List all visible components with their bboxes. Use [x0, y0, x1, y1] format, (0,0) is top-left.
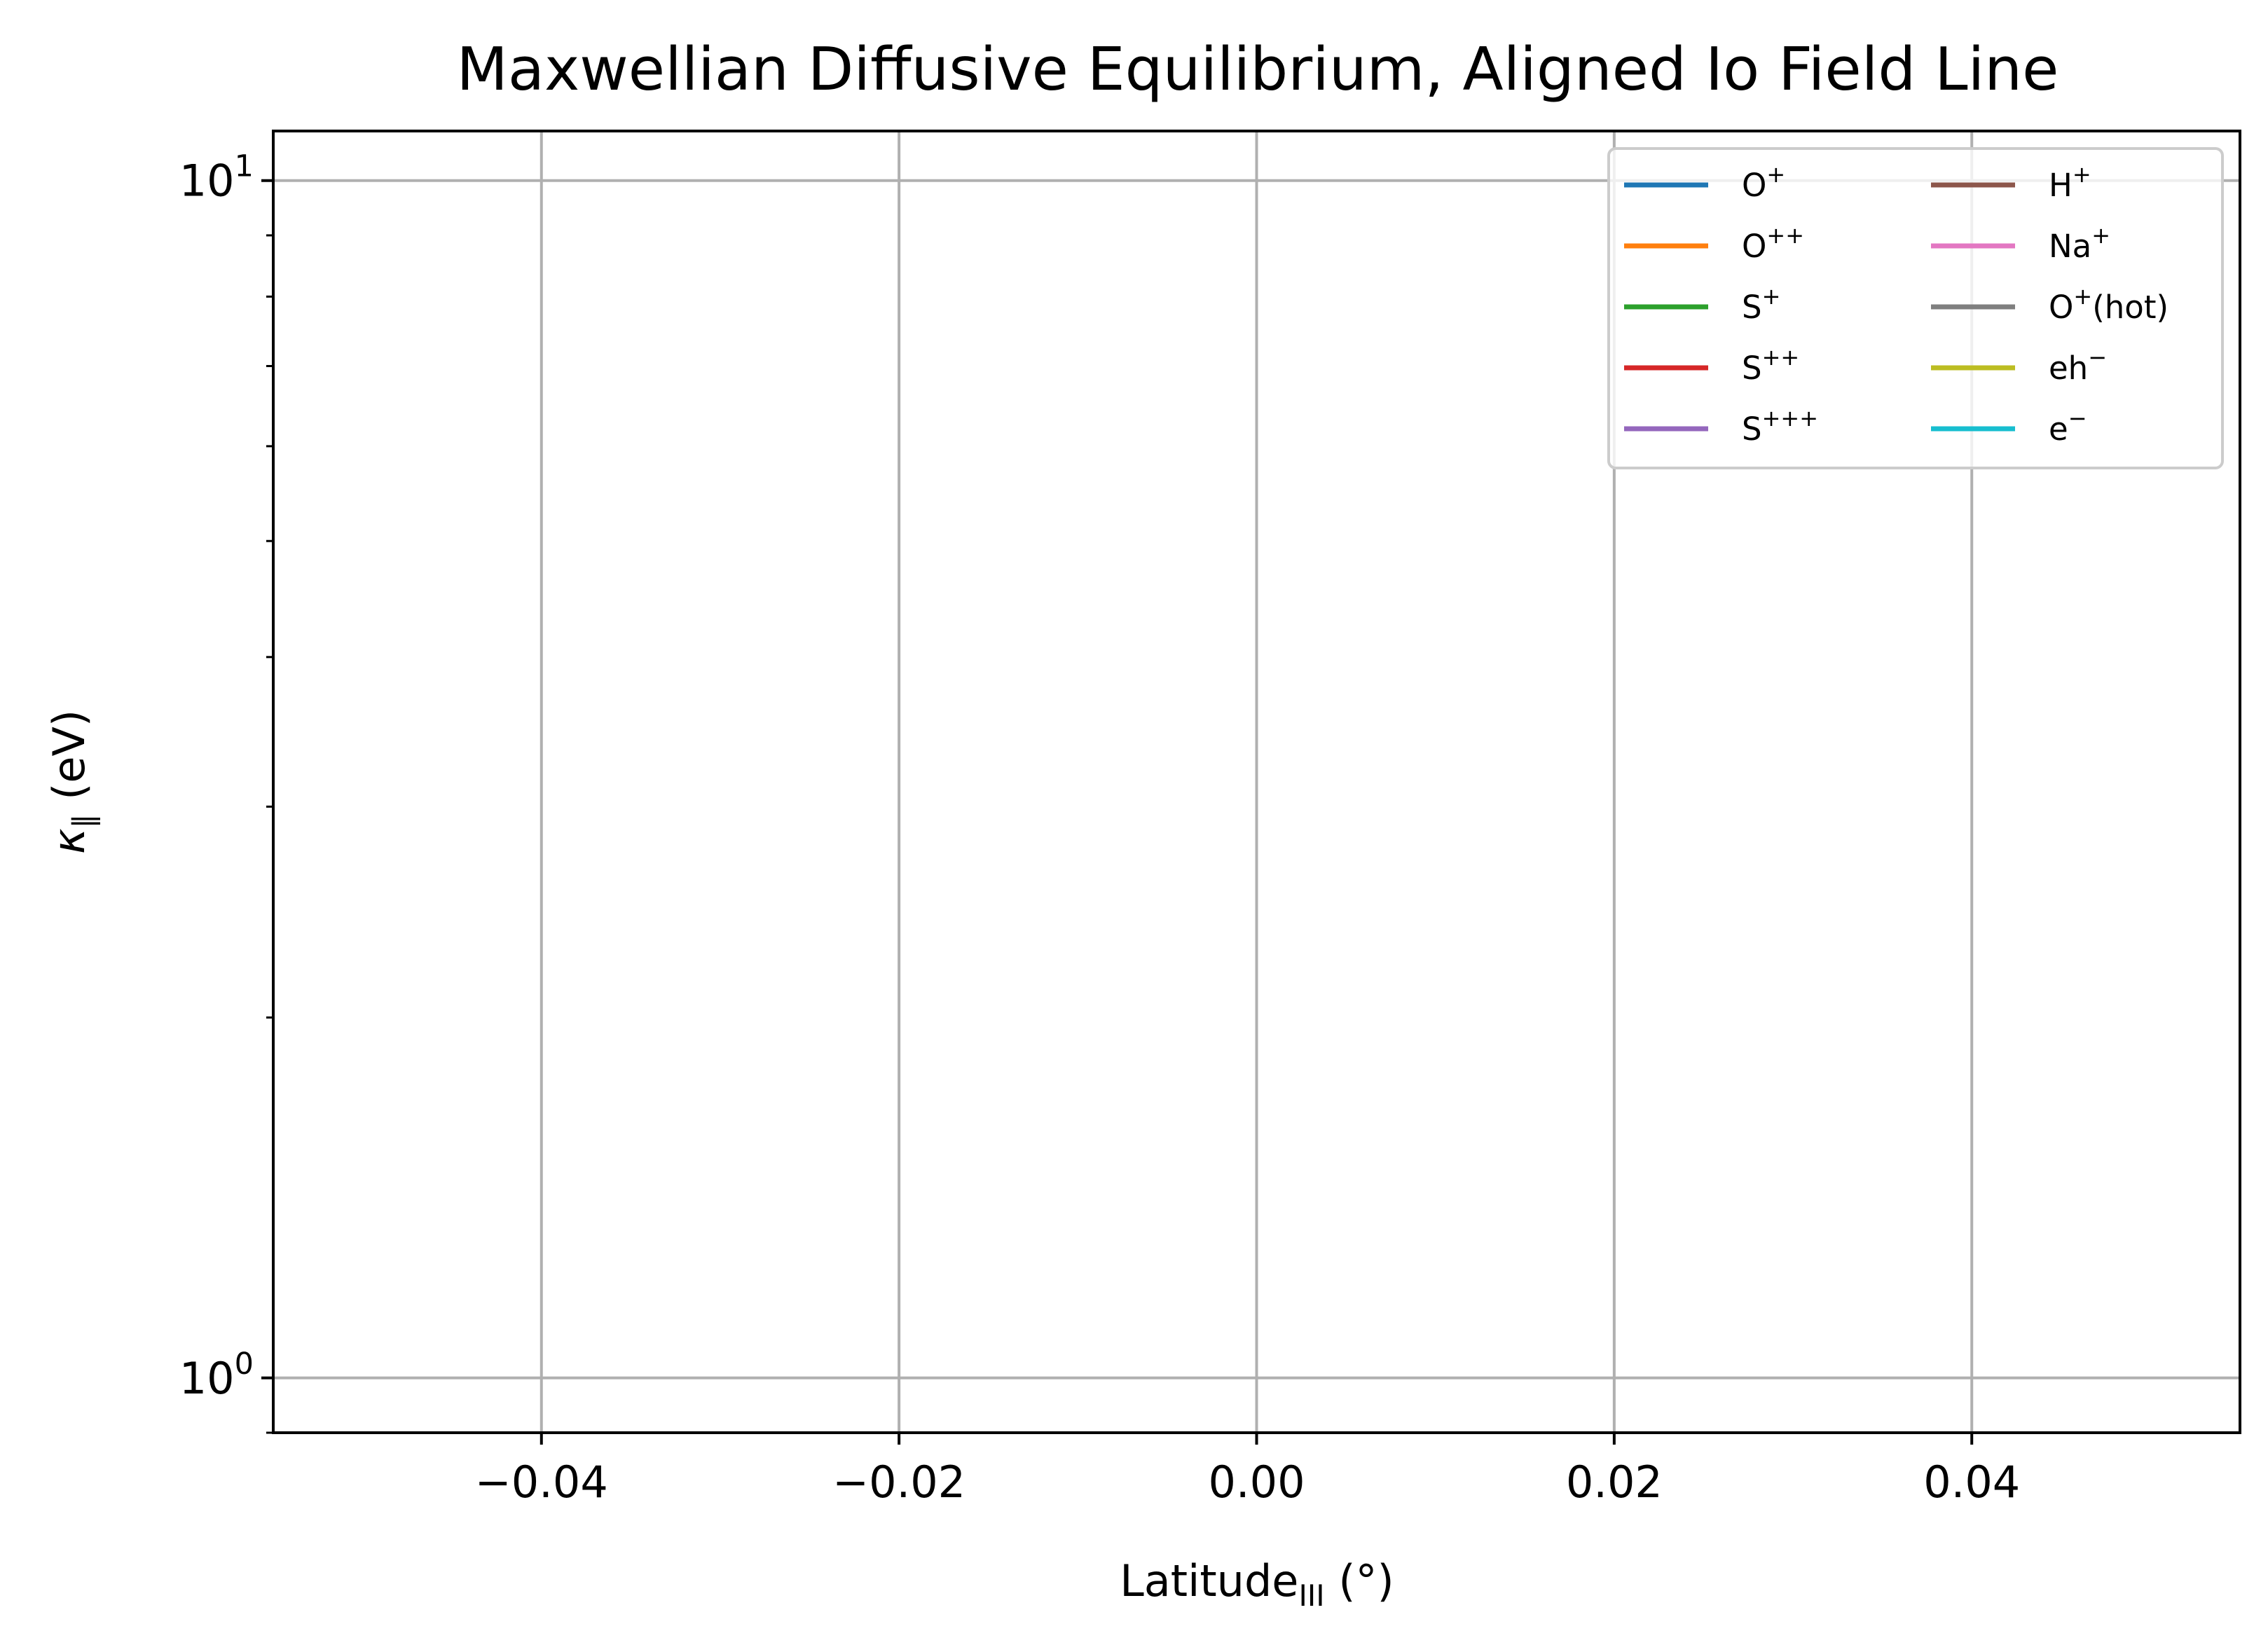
x-axis-label: LatitudeIII (°)	[1120, 1555, 1394, 1613]
y-axis-label: κ∥ (eV)	[43, 710, 101, 854]
legend-label-4: S+++	[1742, 405, 1818, 448]
legend-label-9: e−	[2049, 405, 2087, 448]
x-tick-label-3: 0.02	[1566, 1457, 1663, 1508]
x-tick-label-1: −0.02	[832, 1457, 965, 1508]
legend-label-2: S+	[1742, 283, 1780, 326]
y-tick-label-0: 100	[179, 1347, 254, 1404]
legend-label-6: Na+	[2049, 222, 2110, 265]
legend-label-3: S++	[1742, 344, 1799, 387]
y-tick-label-1: 101	[179, 149, 254, 207]
legend: O+ O++ S+ S++ S+++ H+ Na+ O+(hot) eh− e−	[1607, 147, 2224, 469]
x-tick-label-4: 0.04	[1923, 1457, 2020, 1508]
x-axis: −0.04 −0.02 0.00 0.02 0.04	[475, 1433, 2020, 1508]
legend-label-7: O+(hot)	[2049, 283, 2169, 326]
y-axis: 100 101	[179, 149, 273, 1434]
legend-label-0: O+	[1742, 161, 1785, 204]
chart-title: Maxwellian Diffusive Equilibrium, Aligne…	[457, 35, 2059, 104]
x-tick-label-0: −0.04	[475, 1457, 608, 1508]
x-tick-label-2: 0.00	[1208, 1457, 1305, 1508]
legend-box	[1607, 147, 2224, 469]
legend-label-1: O++	[1742, 222, 1804, 265]
legend-label-5: H+	[2049, 161, 2091, 204]
legend-label-8: eh−	[2049, 344, 2107, 387]
